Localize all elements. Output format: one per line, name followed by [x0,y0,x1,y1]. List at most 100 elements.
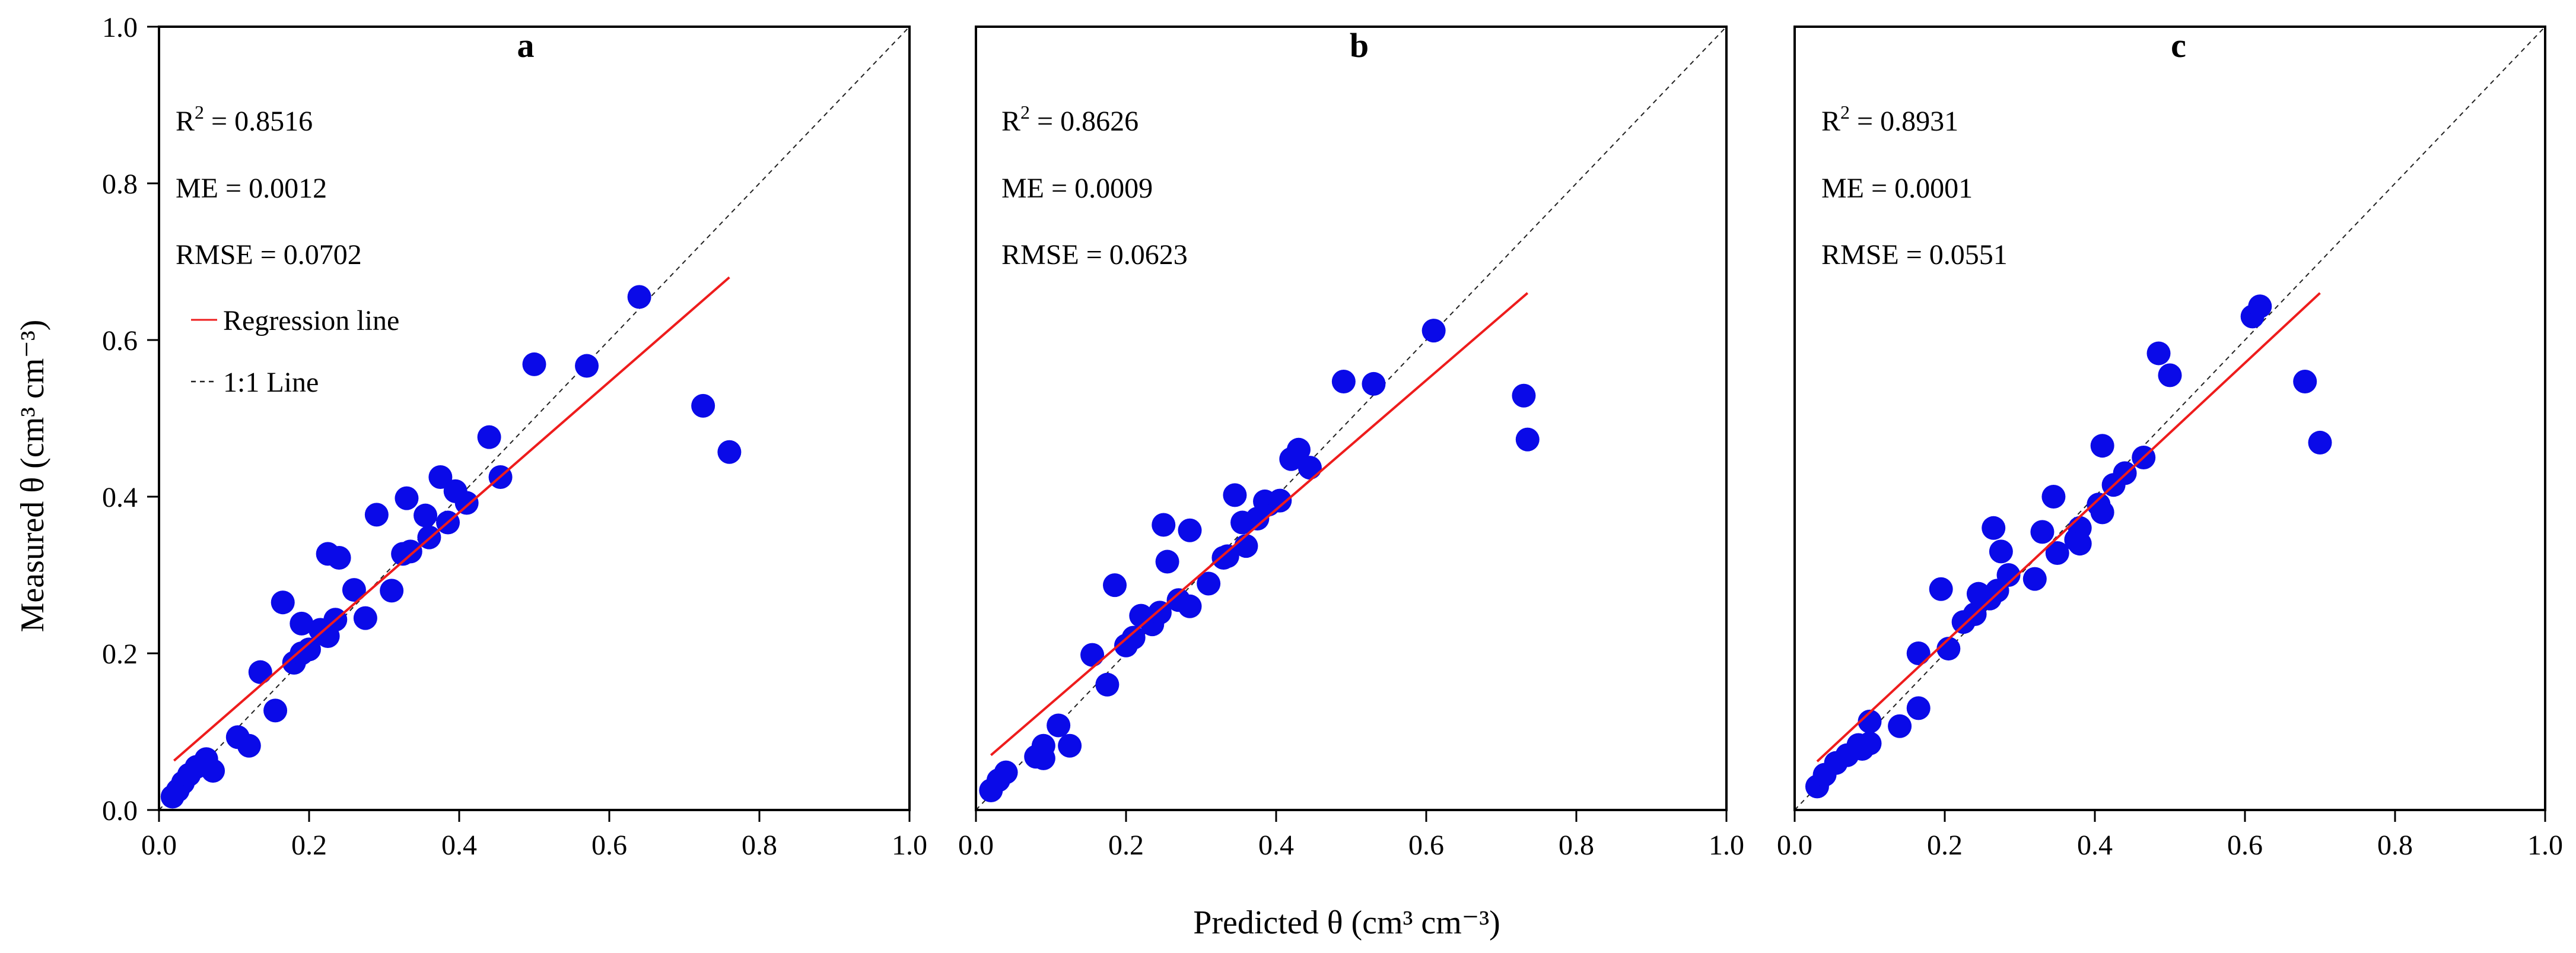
panel-a-data-point [263,698,288,723]
panel-c-data-point [2045,541,2069,566]
panel-c-data-point [1850,737,1874,761]
panel-b: 0.0 0.2 0.4 0.6 0.8 1.0 b R2 = 0.8626 ME = 0.… [958,26,1744,861]
panel-b-data-point [1268,488,1292,513]
panel-a-frame [158,26,911,811]
panel-b-data-point [1515,427,1540,452]
panel-b-x-tick-label: 0.2 [1108,830,1144,861]
panel-c-x-tick-label: 1.0 [2527,830,2563,861]
panel-b-data-point [1223,483,1247,507]
panel-c-regression-line [1816,292,2321,763]
panel-a-y-tick-label: 0.6 [102,325,138,357]
panel-a-data-point [364,503,389,527]
panel-a-data-point [290,611,314,636]
panel-a-data-point [522,352,546,376]
panel-a-data-point [342,578,366,602]
panel-b-r2: R2 = 0.8626 [1001,101,1138,137]
panel-a-data-point [201,759,225,783]
panel-a: 0.0 0.2 0.4 0.6 0.8 1.0 0.0 0.2 0.4 0.6 0.8 1.0 a R… [102,12,927,861]
panel-c-data-point [1906,641,1931,665]
panel-a-data-point [380,579,404,603]
panel-c-data-point [1888,714,1912,738]
panel-c-x-tick-label: 0.0 [1777,830,1812,861]
panel-b-data-point [1121,625,1146,650]
panel-c-x-tick-label: 0.8 [2377,830,2413,861]
panel-a-y-tick-label: 1.0 [102,12,138,43]
panel-a-x-tick-label: 0.2 [291,830,327,861]
panel-c-plot: 0.0 0.2 0.4 0.6 0.8 1.0 [1777,26,2563,861]
panel-c-data-point [2146,341,2171,366]
panel-a-data-point [327,545,351,570]
panel-a-y-tick-label: 0.4 [102,482,138,513]
panel-c: 0.0 0.2 0.4 0.6 0.8 1.0 c R2 = 0.8931 ME = 0.… [1777,26,2563,861]
panel-c-data-point [1996,563,2021,587]
panel-b-data-point [1152,513,1176,537]
panel-a-x-tick-label: 0.4 [441,830,477,861]
panel-b-x-tick-label: 0.4 [1258,830,1294,861]
panel-c-x-tick-label: 0.2 [1927,830,1963,861]
panel-c-label: c [2171,26,2186,65]
panel-b-rmse: RMSE = 0.0623 [1001,239,1188,271]
panel-c-rmse: RMSE = 0.0551 [1821,239,2008,271]
panel-b-r2-value: 0.8626 [1060,106,1138,137]
panel-a-data-point [717,440,742,464]
panel-c-r2-value: 0.8931 [1880,106,1958,137]
panel-a-identity-line [158,26,910,811]
panel-a-rmse: RMSE = 0.0702 [176,239,362,271]
panel-c-data-point [2248,294,2272,319]
panel-a-data-point [398,539,422,564]
panel-c-x-tick-label: 0.4 [2077,830,2113,861]
panel-b-data-point [1215,544,1239,568]
panel-a-data-point [353,606,377,630]
panel-b-data-point [1103,573,1127,598]
panel-b-x-tick-label: 0.6 [1408,830,1444,861]
panel-c-data-point [2158,363,2182,387]
panel-c-data-point [2090,434,2114,458]
panel-a-data-point [477,425,501,449]
panel-c-data-point [1906,696,1931,720]
panel-b-data-point [1058,733,1082,758]
panel-b-data-point [1286,437,1311,462]
panel-a-y-tick-label: 0.8 [102,169,138,200]
panel-b-data-point [1047,713,1071,738]
panel-b-identity-line [975,26,1727,811]
panel-b-x-tick-label: 0.0 [958,830,994,861]
panel-a-data-point [395,486,419,510]
panel-a-x-tick-label: 0.6 [591,830,627,861]
panel-b-me: ME = 0.0009 [1001,173,1153,204]
panel-c-data-point [2030,520,2055,544]
x-axis-title: Predicted θ (cm³ cm⁻³) [1193,904,1500,941]
panel-b-data-point [1031,746,1055,770]
panel-c-identity-line [1794,26,2546,811]
panel-a-data-point [454,491,479,515]
panel-a-data-point [414,503,438,528]
panel-b-data-point [1178,518,1202,542]
panel-a-x-tick-label: 0.8 [742,830,777,861]
panel-b-data-point [1512,383,1536,408]
panel-c-data-point [2308,430,2332,455]
panel-a-r2-value: 0.8516 [234,106,313,137]
panel-a-x-tick-label: 1.0 [892,830,927,861]
panel-a-data-point [428,465,453,489]
panel-a-r2: R2 = 0.8516 [176,101,313,137]
panel-a-data-point [271,590,295,615]
legend-identity-label: 1:1 Line [223,367,319,398]
panel-b-regression-line [990,292,1529,757]
legend-regression-label: Regression line [223,305,399,336]
panel-b-data-point [1331,369,1356,393]
panel-b-data-point [1147,601,1172,625]
panel-b-data-point [1178,594,1202,618]
legend: Regression line 1:1 Line [191,305,399,398]
panel-a-data-point [627,285,651,309]
panel-b-data-point [1155,549,1179,574]
panel-c-data-point [1982,516,2006,540]
panel-a-data-point [237,733,261,758]
panel-a-data-point [248,660,272,684]
panel-a-me: ME = 0.0012 [176,173,327,204]
panel-c-data-point [1858,709,1882,733]
panel-a-data-point [575,354,599,378]
panel-a-label: a [517,26,535,65]
panel-b-frame [975,26,1728,811]
panel-a-x-tick-label: 0.0 [141,830,177,861]
panel-c-data-point [1989,539,2013,564]
